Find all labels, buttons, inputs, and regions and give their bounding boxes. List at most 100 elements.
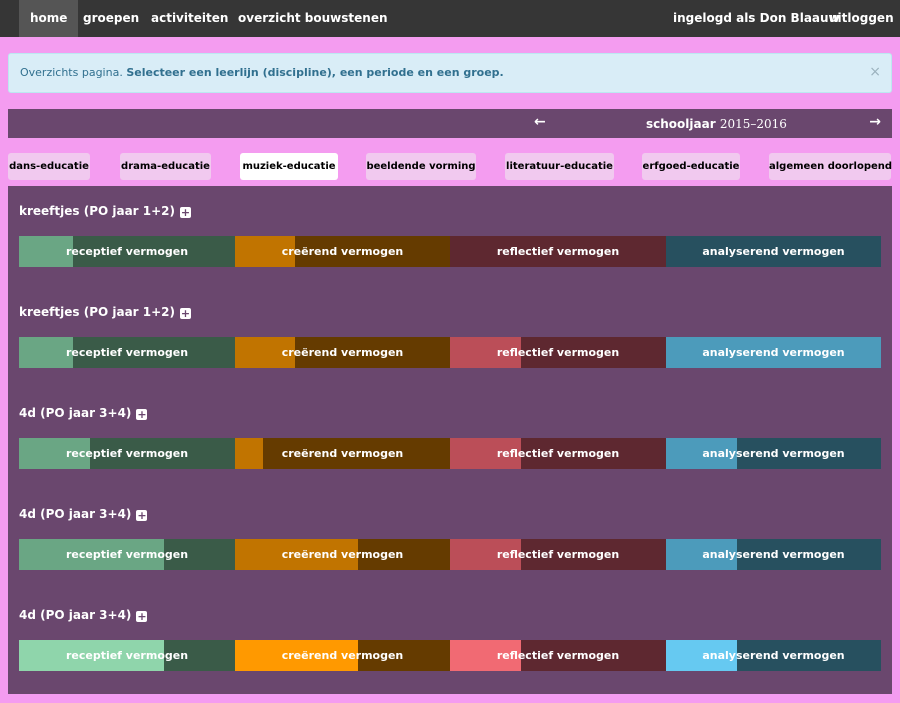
- top-navbar: home groepen activiteiten overzicht bouw…: [0, 0, 900, 37]
- nav-user[interactable]: ingelogd als Don Blaauw: [673, 11, 840, 25]
- progress-fill: [19, 337, 73, 368]
- tab-algemeen-doorlopend[interactable]: algemeen doorlopend: [769, 153, 892, 180]
- competency-segment-analyserend[interactable]: analyserend vermogen: [666, 337, 881, 368]
- competency-segment-receptief[interactable]: receptief vermogen: [19, 236, 235, 267]
- competency-label: analyserend vermogen: [702, 346, 845, 359]
- groups-panel: kreeftjes (PO jaar 1+2) + receptief vermog…: [8, 186, 892, 694]
- progress-fill: [235, 539, 358, 570]
- competency-label: analyserend vermogen: [702, 548, 845, 561]
- nav-activiteiten[interactable]: activiteiten: [151, 11, 229, 25]
- arrow-left-icon[interactable]: ←: [534, 114, 546, 130]
- alert-text: Overzichts pagina. Selecteer een leerlij…: [20, 66, 504, 79]
- progress-fill: [666, 337, 881, 368]
- competency-segment-reflectief[interactable]: reflectief vermogen: [450, 539, 666, 570]
- group-title: kreeftjes (PO jaar 1+2) +: [19, 305, 192, 320]
- group-title-text: kreeftjes (PO jaar 1+2): [19, 204, 176, 218]
- progress-fill: [666, 640, 737, 671]
- progress-fill: [19, 236, 73, 267]
- progress-fill: [19, 438, 90, 469]
- year-title: schooljaar 2015–2016: [646, 117, 787, 131]
- competency-label: receptief vermogen: [65, 245, 189, 258]
- group-title: 4d (PO jaar 3+4) +: [19, 406, 148, 421]
- competency-label: reflectief vermogen: [496, 447, 620, 460]
- plus-icon[interactable]: +: [136, 408, 148, 421]
- tab-erfgoed-educatie[interactable]: erfgoed-educatie: [642, 153, 740, 180]
- competency-bar-row: receptief vermogen creërend vermogen refle…: [19, 640, 881, 671]
- progress-fill: [450, 337, 521, 368]
- group-title: 4d (PO jaar 3+4) +: [19, 507, 148, 522]
- group-title-text: 4d (PO jaar 3+4): [19, 507, 132, 521]
- progress-fill: [19, 640, 164, 671]
- progress-fill: [666, 438, 737, 469]
- competency-label: analyserend vermogen: [702, 447, 845, 460]
- competency-label: receptief vermogen: [65, 548, 189, 561]
- competency-segment-reflectief[interactable]: reflectief vermogen: [450, 337, 666, 368]
- tab-drama-educatie[interactable]: drama-educatie: [120, 153, 211, 180]
- competency-label: creërend vermogen: [281, 346, 404, 359]
- progress-fill: [19, 539, 164, 570]
- plus-icon[interactable]: +: [136, 610, 148, 623]
- alert-prefix: Overzichts pagina.: [20, 66, 123, 79]
- info-alert: Overzichts pagina. Selecteer een leerlij…: [8, 53, 892, 93]
- competency-segment-analyserend[interactable]: analyserend vermogen: [666, 539, 881, 570]
- competency-segment-receptief[interactable]: receptief vermogen: [19, 640, 235, 671]
- tab-literatuur-educatie[interactable]: literatuur-educatie: [505, 153, 614, 180]
- competency-label: reflectief vermogen: [496, 548, 620, 561]
- progress-fill: [450, 640, 521, 671]
- competency-segment-creerend[interactable]: creërend vermogen: [235, 236, 450, 267]
- competency-label: analyserend vermogen: [702, 245, 845, 258]
- competency-label: creërend vermogen: [281, 447, 404, 460]
- group-title: 4d (PO jaar 3+4) +: [19, 608, 148, 623]
- competency-segment-creerend[interactable]: creërend vermogen: [235, 438, 450, 469]
- competency-label: receptief vermogen: [65, 447, 189, 460]
- competency-segment-creerend[interactable]: creërend vermogen: [235, 640, 450, 671]
- competency-segment-creerend[interactable]: creërend vermogen: [235, 337, 450, 368]
- tab-dans-educatie[interactable]: dans-educatie: [8, 153, 90, 180]
- year-label: schooljaar: [646, 117, 716, 131]
- plus-icon[interactable]: +: [136, 509, 148, 522]
- competency-segment-receptief[interactable]: receptief vermogen: [19, 438, 235, 469]
- progress-fill: [235, 337, 295, 368]
- nav-overzicht-bouwstenen[interactable]: overzicht bouwstenen: [238, 11, 388, 25]
- competency-bar-row: receptief vermogen creërend vermogen refle…: [19, 438, 881, 469]
- competency-label: reflectief vermogen: [496, 245, 620, 258]
- progress-fill: [666, 539, 737, 570]
- competency-segment-reflectief[interactable]: reflectief vermogen: [450, 236, 666, 267]
- group-title-text: 4d (PO jaar 3+4): [19, 608, 132, 622]
- group-title-text: 4d (PO jaar 3+4): [19, 406, 132, 420]
- group-title-text: kreeftjes (PO jaar 1+2): [19, 305, 176, 319]
- competency-label: analyserend vermogen: [702, 649, 845, 662]
- plus-icon[interactable]: +: [180, 206, 192, 219]
- competency-label: reflectief vermogen: [496, 649, 620, 662]
- close-icon[interactable]: ×: [869, 64, 881, 80]
- tab-muziek-educatie[interactable]: muziek-educatie: [240, 153, 338, 180]
- competency-segment-analyserend[interactable]: analyserend vermogen: [666, 236, 881, 267]
- group-title: kreeftjes (PO jaar 1+2) +: [19, 204, 192, 219]
- competency-segment-reflectief[interactable]: reflectief vermogen: [450, 640, 666, 671]
- competency-bar-row: receptief vermogen creërend vermogen refle…: [19, 337, 881, 368]
- nav-groepen[interactable]: groepen: [83, 11, 140, 25]
- arrow-right-icon[interactable]: →: [869, 114, 881, 130]
- competency-label: creërend vermogen: [281, 649, 404, 662]
- competency-bar-row: receptief vermogen creërend vermogen refle…: [19, 236, 881, 267]
- nav-logout[interactable]: uitloggen: [829, 11, 894, 25]
- competency-label: creërend vermogen: [281, 245, 404, 258]
- competency-label: reflectief vermogen: [496, 346, 620, 359]
- competency-label: receptief vermogen: [65, 649, 189, 662]
- competency-segment-analyserend[interactable]: analyserend vermogen: [666, 438, 881, 469]
- competency-bar-row: receptief vermogen creërend vermogen refle…: [19, 539, 881, 570]
- competency-segment-receptief[interactable]: receptief vermogen: [19, 539, 235, 570]
- competency-label: receptief vermogen: [65, 346, 189, 359]
- competency-segment-reflectief[interactable]: reflectief vermogen: [450, 438, 666, 469]
- progress-fill: [235, 236, 295, 267]
- plus-icon[interactable]: +: [180, 307, 192, 320]
- progress-fill: [235, 438, 263, 469]
- competency-segment-creerend[interactable]: creërend vermogen: [235, 539, 450, 570]
- competency-segment-analyserend[interactable]: analyserend vermogen: [666, 640, 881, 671]
- tab-beeldende-vorming[interactable]: beeldende vorming: [366, 153, 476, 180]
- progress-fill: [450, 539, 521, 570]
- nav-home[interactable]: home: [19, 0, 79, 37]
- year-selector: ← schooljaar 2015–2016 →: [8, 109, 892, 138]
- year-value: 2015–2016: [719, 117, 787, 131]
- competency-segment-receptief[interactable]: receptief vermogen: [19, 337, 235, 368]
